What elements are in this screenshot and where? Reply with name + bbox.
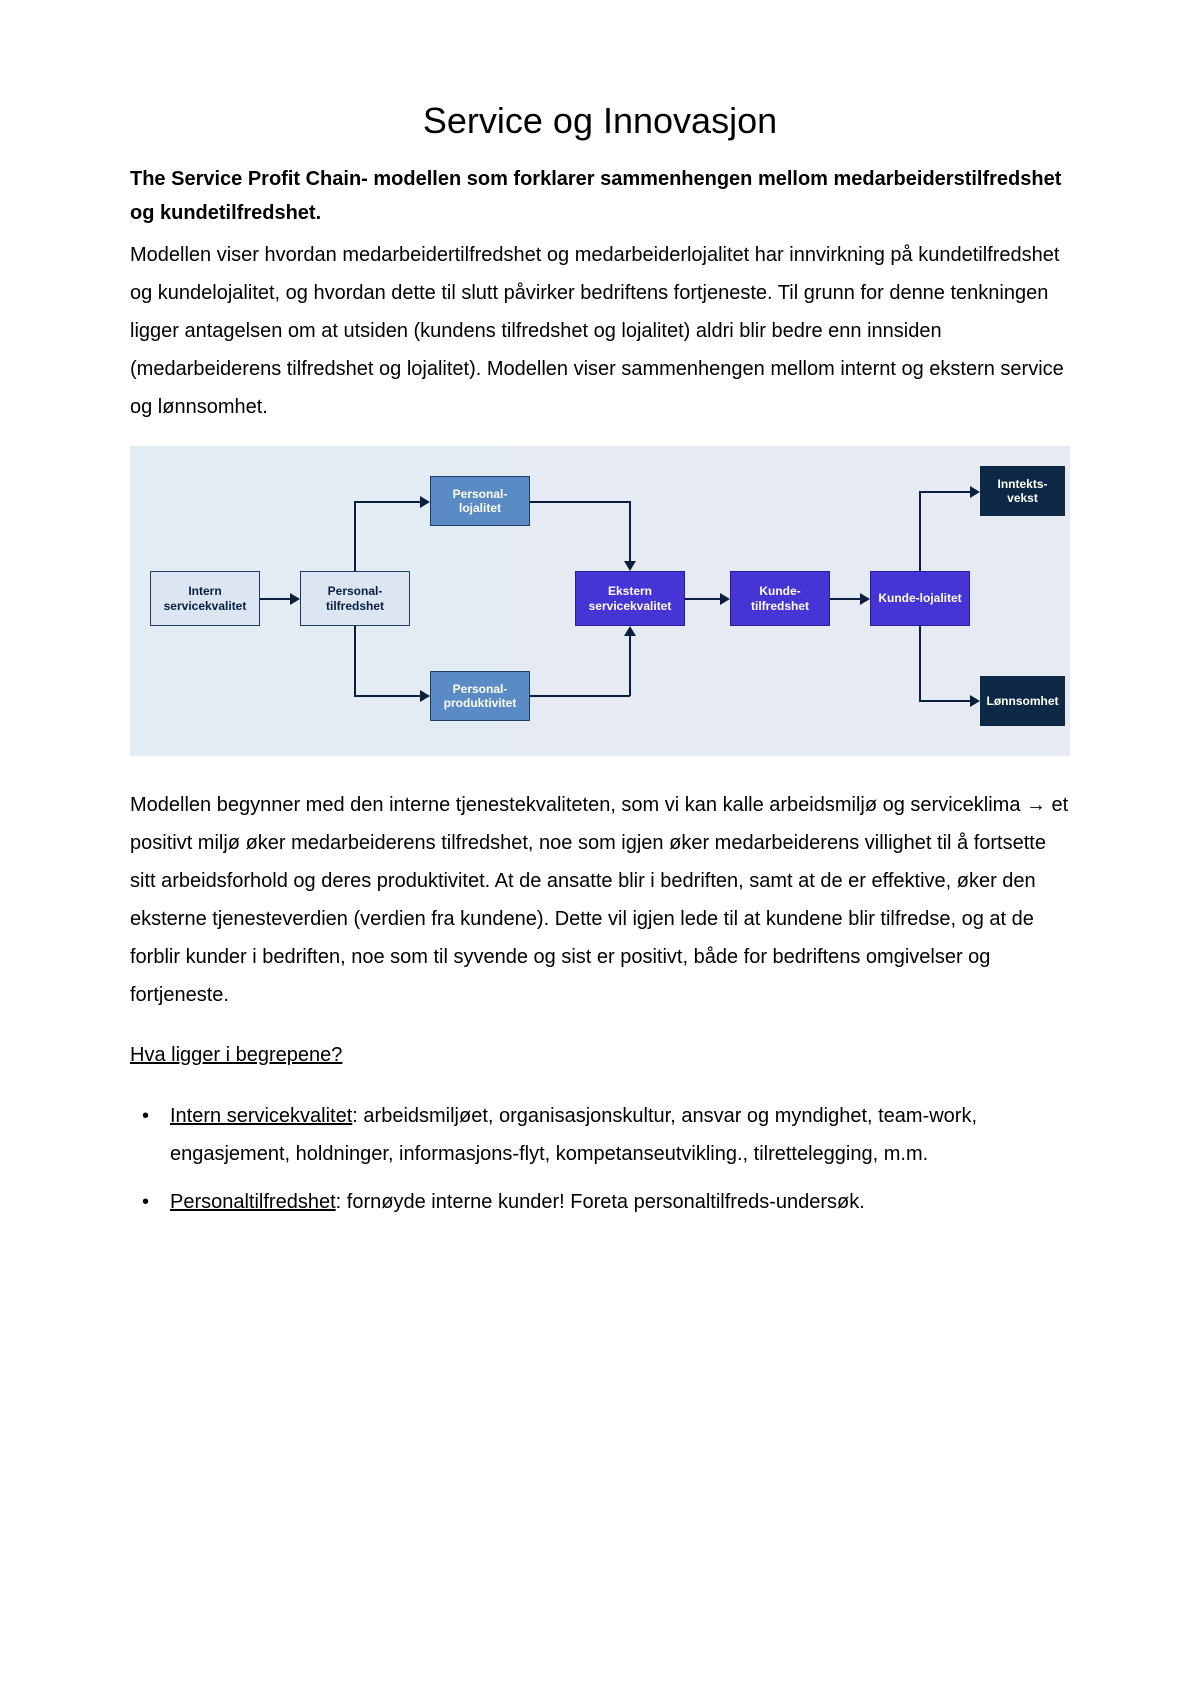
node-ekstern-servicekvalitet: Ekstern servicekvalitet <box>575 571 685 626</box>
node-inntektsvekst: Inntekts-vekst <box>980 466 1065 516</box>
arrowhead-icon <box>420 690 430 702</box>
arrowhead-icon <box>970 695 980 707</box>
definitions-list: Intern servicekvalitet: arbeidsmiljøet, … <box>130 1097 1070 1221</box>
definition-body: : fornøyde interne kunder! Foreta person… <box>336 1191 865 1213</box>
edge <box>530 695 630 697</box>
node-intern-servicekvalitet: Intern servicekvalitet <box>150 571 260 626</box>
paragraph-2: Modellen begynner med den interne tjenes… <box>130 786 1070 1014</box>
subtitle: The Service Profit Chain- modellen som f… <box>130 162 1070 230</box>
node-kunde-lojalitet: Kunde-lojalitet <box>870 571 970 626</box>
edge <box>830 598 860 600</box>
edge <box>919 626 921 701</box>
edge <box>354 695 420 697</box>
list-item: Personaltilfredshet: fornøyde interne ku… <box>170 1183 1070 1221</box>
definition-term: Intern servicekvalitet <box>170 1105 352 1127</box>
arrowhead-icon <box>624 626 636 636</box>
service-profit-chain-diagram: Intern servicekvalitet Personal-tilfreds… <box>130 446 1070 756</box>
node-personal-lojalitet: Personal-lojalitet <box>430 476 530 526</box>
edge <box>629 501 631 561</box>
section-heading: Hva ligger i begrepene? <box>130 1044 1070 1067</box>
edge <box>629 636 631 696</box>
edge <box>354 626 356 696</box>
node-lonnsomhet: Lønnsomhet <box>980 676 1065 726</box>
edge <box>260 598 292 600</box>
paragraph-1: Modellen viser hvordan medarbeidertilfre… <box>130 236 1070 426</box>
node-kunde-tilfredshet: Kunde-tilfredshet <box>730 571 830 626</box>
edge <box>919 491 921 571</box>
arrowhead-icon <box>860 593 870 605</box>
edge <box>919 491 971 493</box>
definition-term: Personaltilfredshet <box>170 1191 336 1213</box>
arrowhead-icon <box>970 486 980 498</box>
arrowhead-icon <box>420 496 430 508</box>
arrowhead-icon <box>720 593 730 605</box>
node-personal-tilfredshet: Personal-tilfredshet <box>300 571 410 626</box>
edge <box>354 501 356 571</box>
list-item: Intern servicekvalitet: arbeidsmiljøet, … <box>170 1097 1070 1173</box>
edge <box>685 598 721 600</box>
edge <box>530 501 630 503</box>
arrowhead-icon <box>624 561 636 571</box>
edge <box>919 700 971 702</box>
page-title: Service og Innovasjon <box>130 100 1070 142</box>
arrowhead-icon <box>290 593 300 605</box>
edge <box>354 501 420 503</box>
node-personal-produktivitet: Personal-produktivitet <box>430 671 530 721</box>
